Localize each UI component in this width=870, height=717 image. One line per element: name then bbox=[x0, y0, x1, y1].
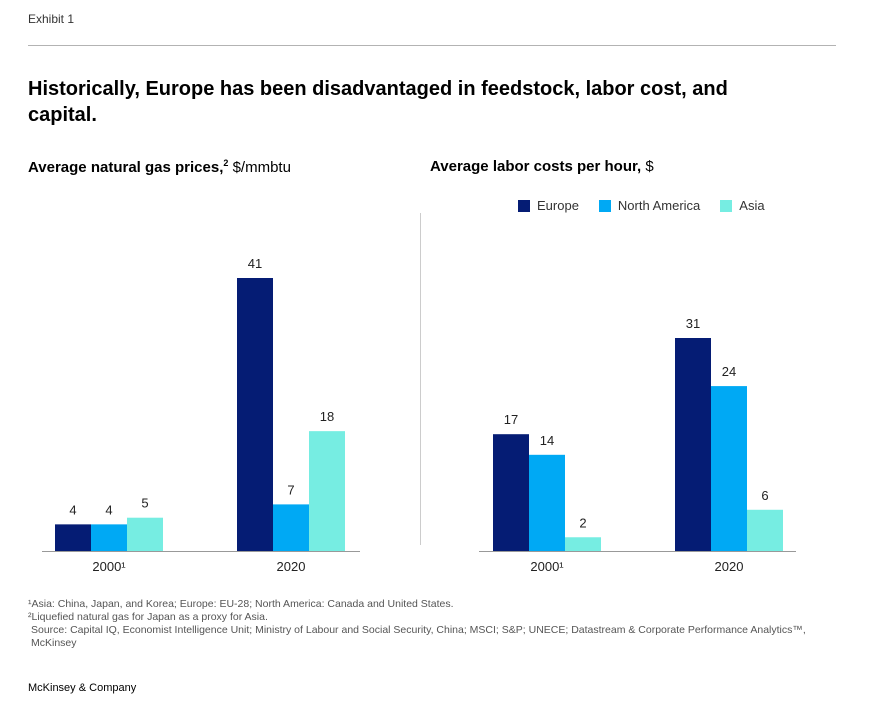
gas-bar-north-america-1 bbox=[273, 504, 309, 551]
legend-swatch-asia bbox=[720, 199, 733, 212]
labor-category-label-1: 2020 bbox=[715, 559, 744, 574]
chart-divider bbox=[420, 213, 421, 545]
labor-bar-asia-1 bbox=[747, 509, 783, 551]
legend-label-asia: Asia bbox=[739, 198, 765, 213]
chart-title-gas-footnote: 2 bbox=[223, 158, 229, 168]
gas-value-label-asia-1: 18 bbox=[320, 409, 334, 424]
legend-swatch-north-america bbox=[598, 199, 611, 212]
gas-value-label-asia-0: 5 bbox=[141, 496, 148, 511]
gas-value-label-north-america-0: 4 bbox=[105, 502, 112, 517]
legend: Europe North America Asia bbox=[518, 198, 765, 213]
labor-bar-north-america-0 bbox=[529, 454, 565, 551]
chart-title-gas-unit: $/mmbtu bbox=[232, 159, 291, 176]
gas-value-label-north-america-1: 7 bbox=[287, 482, 294, 497]
footnotes: ¹Asia: China, Japan, and Korea; Europe: … bbox=[28, 598, 808, 650]
gas-category-label-0: 2000¹ bbox=[92, 559, 126, 574]
legend-swatch-europe bbox=[518, 199, 530, 212]
chart-title-labor-text: Average labor costs per hour, bbox=[430, 158, 642, 175]
brand-name: McKinsey & Company bbox=[28, 682, 137, 694]
chart-title-labor: Average labor costs per hour, $ bbox=[430, 158, 654, 175]
gas-value-label-europe-0: 4 bbox=[69, 502, 76, 517]
labor-value-label-north-america-1: 24 bbox=[722, 364, 736, 379]
labor-bar-europe-0 bbox=[493, 434, 529, 551]
labor-value-label-asia-1: 6 bbox=[761, 488, 768, 503]
gas-bar-europe-1 bbox=[237, 278, 273, 551]
legend-label-europe: Europe bbox=[537, 198, 579, 213]
labor-value-label-europe-0: 17 bbox=[504, 412, 518, 427]
headline: Historically, Europe has been disadvanta… bbox=[28, 78, 728, 126]
gas-value-label-europe-1: 41 bbox=[248, 256, 262, 271]
gas-bar-asia-0 bbox=[127, 517, 163, 551]
gas-bar-north-america-0 bbox=[91, 524, 127, 551]
legend-item-europe: Europe bbox=[518, 198, 579, 213]
labor-value-label-north-america-0: 14 bbox=[540, 433, 554, 448]
labor-category-label-0: 2000¹ bbox=[530, 559, 564, 574]
legend-item-north-america: North America bbox=[598, 198, 701, 213]
top-rule bbox=[28, 45, 836, 46]
chart-title-labor-unit: $ bbox=[645, 158, 654, 175]
gas-bar-europe-0 bbox=[55, 524, 91, 551]
footnote-1: ¹Asia: China, Japan, and Korea; Europe: … bbox=[28, 598, 454, 610]
chart-title-gas-text: Average natural gas prices, bbox=[28, 159, 224, 176]
labor-bar-europe-1 bbox=[675, 338, 711, 551]
exhibit-label: Exhibit 1 bbox=[28, 12, 75, 26]
footnote-2: ²Liquefied natural gas for Japan as a pr… bbox=[28, 611, 268, 623]
labor-value-label-europe-1: 31 bbox=[686, 316, 700, 331]
gas-category-label-1: 2020 bbox=[277, 559, 306, 574]
source-note: Source: Capital IQ, Economist Intelligen… bbox=[31, 624, 806, 649]
gas-bar-asia-1 bbox=[309, 431, 345, 551]
labor-bar-asia-0 bbox=[565, 537, 601, 551]
labor-value-label-asia-0: 2 bbox=[579, 515, 586, 530]
labor-bar-north-america-1 bbox=[711, 386, 747, 551]
legend-item-asia: Asia bbox=[720, 198, 765, 213]
legend-label-north-america: North America bbox=[617, 198, 701, 213]
chart-title-gas: Average natural gas prices,2 $/mmbtu bbox=[28, 158, 291, 176]
